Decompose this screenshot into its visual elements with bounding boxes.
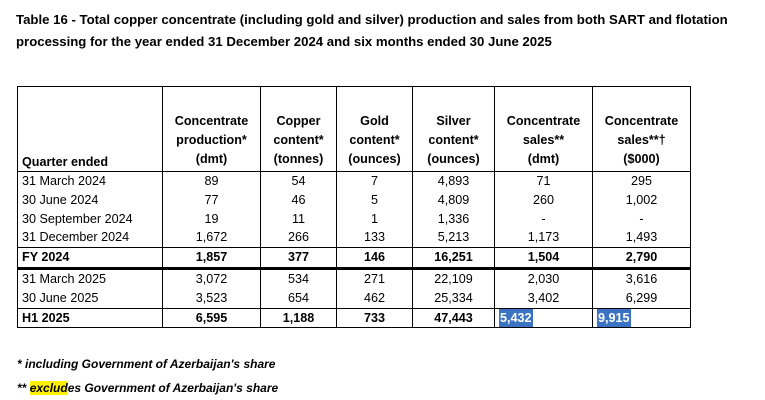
cell-silver: 16,251	[412, 247, 495, 270]
cell-sales-dmt: 71	[494, 171, 593, 191]
cell-copper: 266	[260, 228, 337, 248]
header-quarter-ended: Quarter ended	[17, 86, 163, 172]
row-label: 31 March 2025	[17, 268, 163, 289]
cell-sales-dmt: 3,402	[494, 288, 593, 309]
header-concentrate-production: Concentrate production* (dmt)	[162, 86, 261, 172]
cell-gold: 1	[336, 209, 413, 229]
cell-sales-dmt: 1,173	[494, 228, 593, 248]
table-row: 31 March 2024 89 54 7 4,893 71 295	[17, 171, 691, 191]
cell-silver: 4,809	[412, 190, 495, 210]
cell-production: 3,072	[162, 268, 261, 289]
cell-copper: 46	[260, 190, 337, 210]
cell-sales-usd: 3,616	[592, 268, 691, 289]
cell-sales-dmt: 260	[494, 190, 593, 210]
row-label: 30 June 2024	[17, 190, 163, 210]
cell-silver: 47,443	[412, 307, 495, 329]
cell-silver: 4,893	[412, 171, 495, 191]
cell-sales-dmt: 1,504	[494, 247, 593, 270]
cell-gold: 7	[336, 171, 413, 191]
cell-gold: 733	[336, 307, 413, 329]
cell-silver: 5,213	[412, 228, 495, 248]
footnote-suffix: es Government of Azerbaijan's share	[67, 381, 279, 395]
header-concentrate-sales-dmt: Concentrate sales** (dmt)	[494, 86, 593, 172]
cell-gold: 5	[336, 190, 413, 210]
table-row: 30 June 2025 3,523 654 462 25,334 3,402 …	[17, 288, 691, 309]
cell-copper: 377	[260, 247, 337, 270]
cell-copper: 654	[260, 288, 337, 309]
cell-production: 89	[162, 171, 261, 191]
cell-sales-dmt: 2,030	[494, 268, 593, 289]
cell-sales-usd: 1,002	[592, 190, 691, 210]
header-silver-content: Silver content* (ounces)	[412, 86, 495, 172]
header-row: Quarter ended Concentrate production* (dmt…	[17, 86, 691, 172]
cell-copper: 534	[260, 268, 337, 289]
cell-sales-dmt: -	[494, 209, 593, 229]
cell-production: 1,857	[162, 247, 261, 270]
cell-silver: 22,109	[412, 268, 495, 289]
cell-sales-usd-selected[interactable]: 9,915	[592, 307, 691, 329]
cell-gold: 462	[336, 288, 413, 309]
cell-gold: 271	[336, 268, 413, 289]
cell-production: 1,672	[162, 228, 261, 248]
footnote-including: * including Government of Azerbaijan's s…	[17, 357, 276, 371]
row-label: FY 2024	[17, 247, 163, 270]
cell-production: 19	[162, 209, 261, 229]
table-title: Table 16 - Total copper concentrate (inc…	[16, 12, 728, 49]
cell-copper: 11	[260, 209, 337, 229]
row-label: 31 December 2024	[17, 228, 163, 248]
production-sales-table: Quarter ended Concentrate production* (dmt…	[17, 86, 691, 329]
cell-gold: 146	[336, 247, 413, 270]
cell-sales-usd: 295	[592, 171, 691, 191]
table-row: 31 December 2024 1,672 266 133 5,213 1,1…	[17, 228, 691, 248]
header-copper-content: Copper content* (tonnes)	[260, 86, 337, 172]
table-row: 31 March 2025 3,072 534 271 22,109 2,030…	[17, 268, 691, 289]
cell-production: 3,523	[162, 288, 261, 309]
cell-production: 6,595	[162, 307, 261, 329]
h1-2025-total-row: H1 2025 6,595 1,188 733 47,443 5,432 9,9…	[17, 307, 691, 329]
row-label: 30 June 2025	[17, 288, 163, 309]
fy-2024-total-row: FY 2024 1,857 377 146 16,251 1,504 2,790	[17, 247, 691, 270]
cell-copper: 54	[260, 171, 337, 191]
cell-copper: 1,188	[260, 307, 337, 329]
cell-production: 77	[162, 190, 261, 210]
highlighted-text: exclud	[29, 381, 68, 395]
cell-sales-usd: 2,790	[592, 247, 691, 270]
cell-sales-usd: 1,493	[592, 228, 691, 248]
header-gold-content: Gold content* (ounces)	[336, 86, 413, 172]
footnote-prefix: **	[17, 381, 30, 395]
footnote-excluding: ** excludes Government of Azerbaijan's s…	[17, 381, 278, 395]
row-label: 31 March 2024	[17, 171, 163, 191]
cell-sales-dmt-selected[interactable]: 5,432	[494, 307, 593, 329]
table-row: 30 June 2024 77 46 5 4,809 260 1,002	[17, 190, 691, 210]
cell-sales-usd: -	[592, 209, 691, 229]
header-concentrate-sales-usd: Concentrate sales**† ($000)	[592, 86, 691, 172]
cell-sales-usd: 6,299	[592, 288, 691, 309]
table-row: 30 September 2024 19 11 1 1,336 - -	[17, 209, 691, 229]
cell-gold: 133	[336, 228, 413, 248]
cell-silver: 25,334	[412, 288, 495, 309]
selected-value[interactable]: 5,432	[499, 308, 533, 327]
selected-value[interactable]: 9,915	[597, 308, 631, 327]
row-label: 30 September 2024	[17, 209, 163, 229]
row-label: H1 2025	[17, 307, 163, 329]
cell-silver: 1,336	[412, 209, 495, 229]
